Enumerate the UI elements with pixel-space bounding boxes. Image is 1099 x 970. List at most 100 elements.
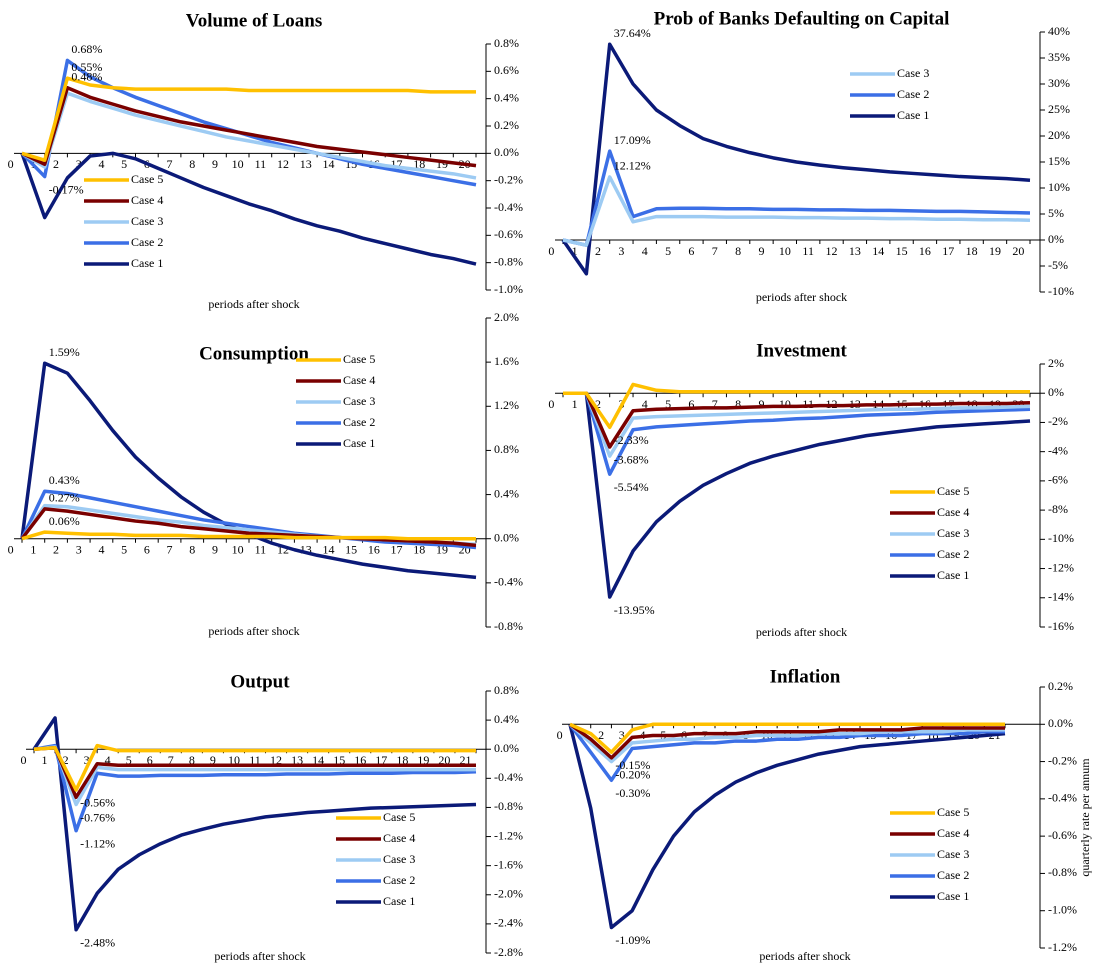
data-label: 0.48% [71,69,102,83]
x-tick-label: 3 [76,542,82,556]
x-axis-label: periods after shock [756,625,847,639]
x-axis-label: periods after shock [214,949,305,963]
y-tick-label: -0.4% [1048,791,1077,805]
x-tick-label: 1 [572,244,578,258]
x-tick-label: 3 [618,244,624,258]
series-line [21,530,476,541]
x-tick-label: 15 [345,542,357,556]
x-tick-label: 6 [147,753,153,767]
y-tick-label: -0.8% [494,254,523,268]
y-tick-label: 0.4% [494,712,519,726]
x-tick-label: 18 [413,542,425,556]
series-line [563,391,1031,449]
y-tick-label: 0.4% [494,486,519,500]
legend-label: Case 1 [937,889,969,903]
y-tick-label: 0% [1048,232,1064,246]
y-tick-label: 0.0% [494,530,519,544]
x-tick-label: 4 [98,157,104,171]
x-tick-label: 17 [375,753,387,767]
x-tick-label: 5 [126,753,132,767]
x-tick-label: 19 [436,157,448,171]
y-tick-label: -16% [1048,619,1074,633]
chart-panel: Volume of Loans periods after shock -1.0% -… [8,10,523,310]
data-label: 12.12% [614,159,651,173]
y-tick-label: -12% [1048,560,1074,574]
series-line [569,722,1005,754]
legend-label: Case 3 [131,214,163,228]
legend-label: Case 3 [937,847,969,861]
legend-label: Case 1 [897,108,929,122]
data-label: -3.68% [614,453,649,467]
data-label: 0.68% [71,42,102,56]
x-tick-label: 2 [53,542,59,556]
series-line [20,361,477,580]
y-tick-label: 0.8% [494,683,519,697]
y-tick-label: -10% [1048,284,1074,298]
x-tick-label: 6 [688,244,694,258]
series-line [562,175,1031,247]
y-tick-label: -0.8% [1048,865,1077,879]
y-tick-label: 15% [1048,154,1070,168]
x-axis-label: periods after shock [759,949,850,963]
x-tick-label: 7 [167,157,173,171]
x-tick-label: 11 [802,244,814,258]
x-tick-label: 12 [826,244,838,258]
series-line [561,42,1031,276]
x-tick-label: 0 [20,753,26,767]
x-tick-label: 2 [595,397,601,411]
data-label: -0.20% [615,767,650,781]
x-tick-label: 15 [333,753,345,767]
y-tick-label: -2.4% [494,916,523,930]
data-label: 37.64% [614,26,651,40]
chart-panel: Inflation periods after shock quarterly ra… [557,666,1092,962]
x-tick-label: 5 [121,542,127,556]
x-tick-label: 20 [1012,244,1024,258]
x-tick-label: 16 [354,753,366,767]
y-tick-label: 0.0% [1048,716,1073,730]
y-tick-label: 20% [1048,128,1070,142]
y-tick-label: 5% [1048,206,1064,220]
x-tick-label: 10 [779,244,791,258]
legend-label: Case 5 [937,805,969,819]
x-tick-label: 14 [322,157,334,171]
series-line [568,723,1005,782]
y-tick-label: 0.8% [494,442,519,456]
x-tick-label: 1 [42,753,48,767]
series-line [33,743,476,792]
x-tick-label: 9 [212,157,218,171]
x-tick-label: 1 [30,542,36,556]
y-tick-label: 0.0% [494,145,519,159]
x-tick-label: 17 [942,244,954,258]
series-line [568,722,1005,760]
series-line [563,382,1030,430]
x-tick-label: 4 [98,542,104,556]
series-line [568,723,1006,930]
x-tick-label: 14 [872,244,884,258]
x-tick-label: 0 [8,542,14,556]
x-tick-label: 0 [8,157,14,171]
legend-label: Case 3 [897,66,929,80]
x-tick-label: 9 [758,397,764,411]
y-tick-label: -0.4% [494,575,523,589]
y-tick-label: 10% [1048,180,1070,194]
chart-title: Investment [756,340,847,361]
y-tick-label: -2.0% [494,887,523,901]
y-tick-label: 0.8% [494,36,519,50]
x-tick-label: 8 [735,244,741,258]
series-line [563,391,1031,458]
x-tick-label: 17 [391,542,403,556]
series-line [33,743,477,833]
legend-label: Case 1 [343,436,375,450]
x-tick-label: 2 [53,157,59,171]
x-tick-label: 9 [758,244,764,258]
x-tick-label: 10 [228,753,240,767]
y-tick-label: 1.6% [494,354,519,368]
legend-label: Case 4 [937,826,969,840]
series-line [21,85,477,168]
legend-label: Case 1 [383,894,415,908]
legend-label: Case 5 [937,484,969,498]
y-tick-label: -1.0% [1048,902,1077,916]
y-tick-label: -8% [1048,502,1068,516]
x-tick-label: 10 [232,157,244,171]
